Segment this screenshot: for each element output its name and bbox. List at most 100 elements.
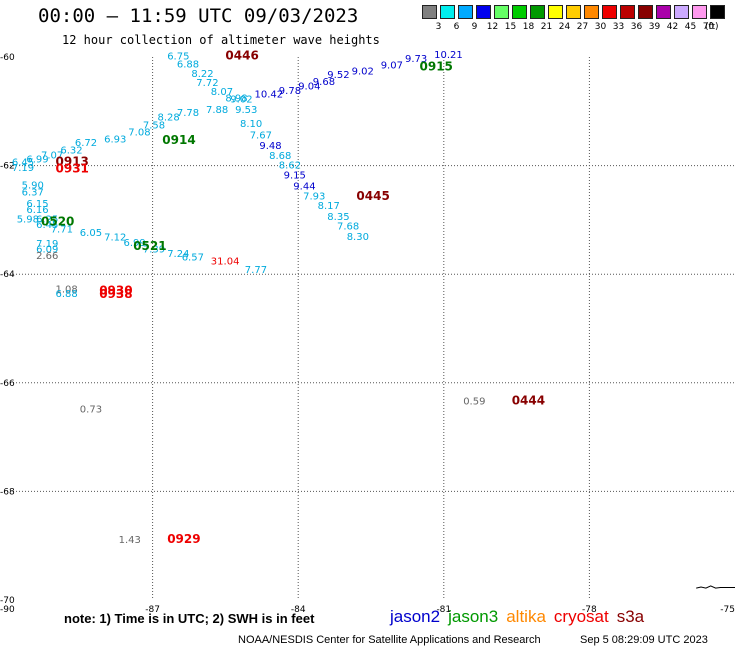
wave-height-label: 7.07 <box>41 151 63 162</box>
legend-swatch <box>458 5 473 19</box>
wave-height-label: 6.37 <box>22 188 44 199</box>
wave-height-label: 1.43 <box>119 535 141 546</box>
wave-height-label: 8.30 <box>347 232 369 243</box>
wave-height-label: 7.19 <box>12 163 34 174</box>
wave-height-label: 9.15 <box>284 171 306 182</box>
lat-tick-label: -68 <box>0 487 15 497</box>
wave-height-label: 6.15 <box>26 199 48 210</box>
legend-bin-label: 12 <box>486 22 499 32</box>
wave-height-label: 8.10 <box>240 119 262 130</box>
wave-height-label: 5.90 <box>22 180 44 191</box>
legend-swatch <box>494 5 509 19</box>
legend-bin-label: 3 <box>435 22 442 32</box>
lon-tick-label: -87 <box>145 605 160 615</box>
pass-time-label: 0520 <box>41 214 74 228</box>
legend-bin-label: 18 <box>522 22 535 32</box>
pass-time-label: 0914 <box>162 133 195 147</box>
lat-tick-label: -66 <box>0 379 15 389</box>
wave-height-label: 7.78 <box>177 108 199 119</box>
wave-height-label: 9.02 <box>230 95 252 106</box>
legend-bin-label: 36 <box>630 22 643 32</box>
pass-time-label: 0930 <box>99 283 132 297</box>
units-note: note: 1) Time is in UTC; 2) SWH is in fe… <box>64 611 315 626</box>
wave-height-label: 8.07 <box>211 87 233 98</box>
wave-height-label: 1.08 <box>56 285 78 296</box>
wave-height-label: 7.72 <box>196 78 218 89</box>
wave-height-label: 8.22 <box>191 69 213 80</box>
wave-height-label: 7.93 <box>303 191 325 202</box>
coastline <box>696 585 735 589</box>
render-timestamp: Sep 5 08:29:09 UTC 2023 <box>580 634 708 646</box>
wave-height-label: 9.52 <box>327 70 349 81</box>
wave-height-label: 9.02 <box>352 66 374 77</box>
legend-bin-label: 33 <box>612 22 625 32</box>
legend-bin-label: 15 <box>504 22 517 32</box>
map-axis-ticks: -90 -87 -84 -81 -78 -75 -60 -62 -64 -66 -68 -70 <box>0 53 735 615</box>
wave-height-label: 9.44 <box>293 182 315 193</box>
legend-swatch <box>620 5 635 19</box>
wave-height-label: 7.67 <box>250 130 272 141</box>
wave-height-label: 6.45 <box>36 220 58 231</box>
legend-swatch <box>512 5 527 19</box>
legend-swatch <box>530 5 545 19</box>
pass-time-label: 0446 <box>225 49 258 63</box>
wave-height-label: 6.99 <box>124 238 146 249</box>
wave-height-label: 7.71 <box>51 224 73 235</box>
pass-time-label: 0444 <box>512 394 545 408</box>
wave-height-label: 8.35 <box>327 212 349 223</box>
legend-bin-label: 42 <box>666 22 679 32</box>
wave-height-label: 0.73 <box>80 405 102 416</box>
wave-height-label: 5.98 <box>17 215 39 226</box>
pass-time-label: 0931 <box>56 162 89 176</box>
wave-height-label: 8.98 <box>225 94 247 105</box>
wave-height-label: 8.68 <box>269 151 291 162</box>
wave-height-label: 8.62 <box>279 160 301 171</box>
lat-tick-label: -64 <box>0 270 15 280</box>
wave-height-label: 9.07 <box>381 60 403 71</box>
legend-swatch <box>566 5 581 19</box>
legend-bin-label: 70 <box>702 22 715 32</box>
wave-height-label: 7.24 <box>167 249 189 260</box>
legend-swatch <box>656 5 671 19</box>
legend-bin-label: 30 <box>594 22 607 32</box>
lon-tick-label: -84 <box>291 605 306 615</box>
legend-swatch <box>548 5 563 19</box>
lon-tick-label: -90 <box>0 605 15 615</box>
wave-height-label: 7.12 <box>104 233 126 244</box>
wave-readings: 6.756.888.227.728.078.989.029.5310.429.7… <box>12 50 486 546</box>
pass-time-label: 0938 <box>99 287 132 301</box>
wave-height-label: 10.21 <box>434 50 463 61</box>
legend-swatch <box>710 5 725 19</box>
legend-swatch <box>674 5 689 19</box>
wave-height-label: 6.72 <box>75 138 97 149</box>
pass-time-label: 0929 <box>167 532 200 546</box>
wave-height-label: 31.04 <box>211 256 240 267</box>
wave-height-label: 9.68 <box>313 77 335 88</box>
mission-cryosat: cryosat <box>553 607 609 626</box>
wave-height-label: 7.68 <box>337 222 359 233</box>
wave-height-label: 9.78 <box>279 86 301 97</box>
lon-tick-label: -75 <box>720 605 735 615</box>
wave-height-label: 6.57 <box>182 253 204 264</box>
wave-height-label: 7.58 <box>143 121 165 132</box>
wave-height-label: 0.59 <box>463 397 485 408</box>
pass-time-label: 0521 <box>133 239 166 253</box>
wave-height-label: 7.39 <box>143 245 165 256</box>
wave-height-label: 6.16 <box>26 205 48 216</box>
legend-swatch <box>692 5 707 19</box>
credit-line: NOAA/NESDIS Center for Satellite Applica… <box>238 634 541 646</box>
legend-swatch <box>440 5 455 19</box>
legend-bin-label: 45 <box>684 22 697 32</box>
wave-height-label: 6.32 <box>60 146 82 157</box>
lat-tick-label: -60 <box>0 53 15 63</box>
page-title: 00:00 – 11:59 UTC 09/03/2023 <box>38 5 359 27</box>
wave-height-label: 8.17 <box>318 201 340 212</box>
wave-height-label: 6.88 <box>177 59 199 70</box>
page-subtitle: 12 hour collection of altimeter wave hei… <box>62 33 380 47</box>
lon-tick-label: -81 <box>436 605 451 615</box>
legend-swatch <box>602 5 617 19</box>
mission-altika: altika <box>506 607 546 626</box>
legend-bin-label: 9 <box>471 22 478 32</box>
